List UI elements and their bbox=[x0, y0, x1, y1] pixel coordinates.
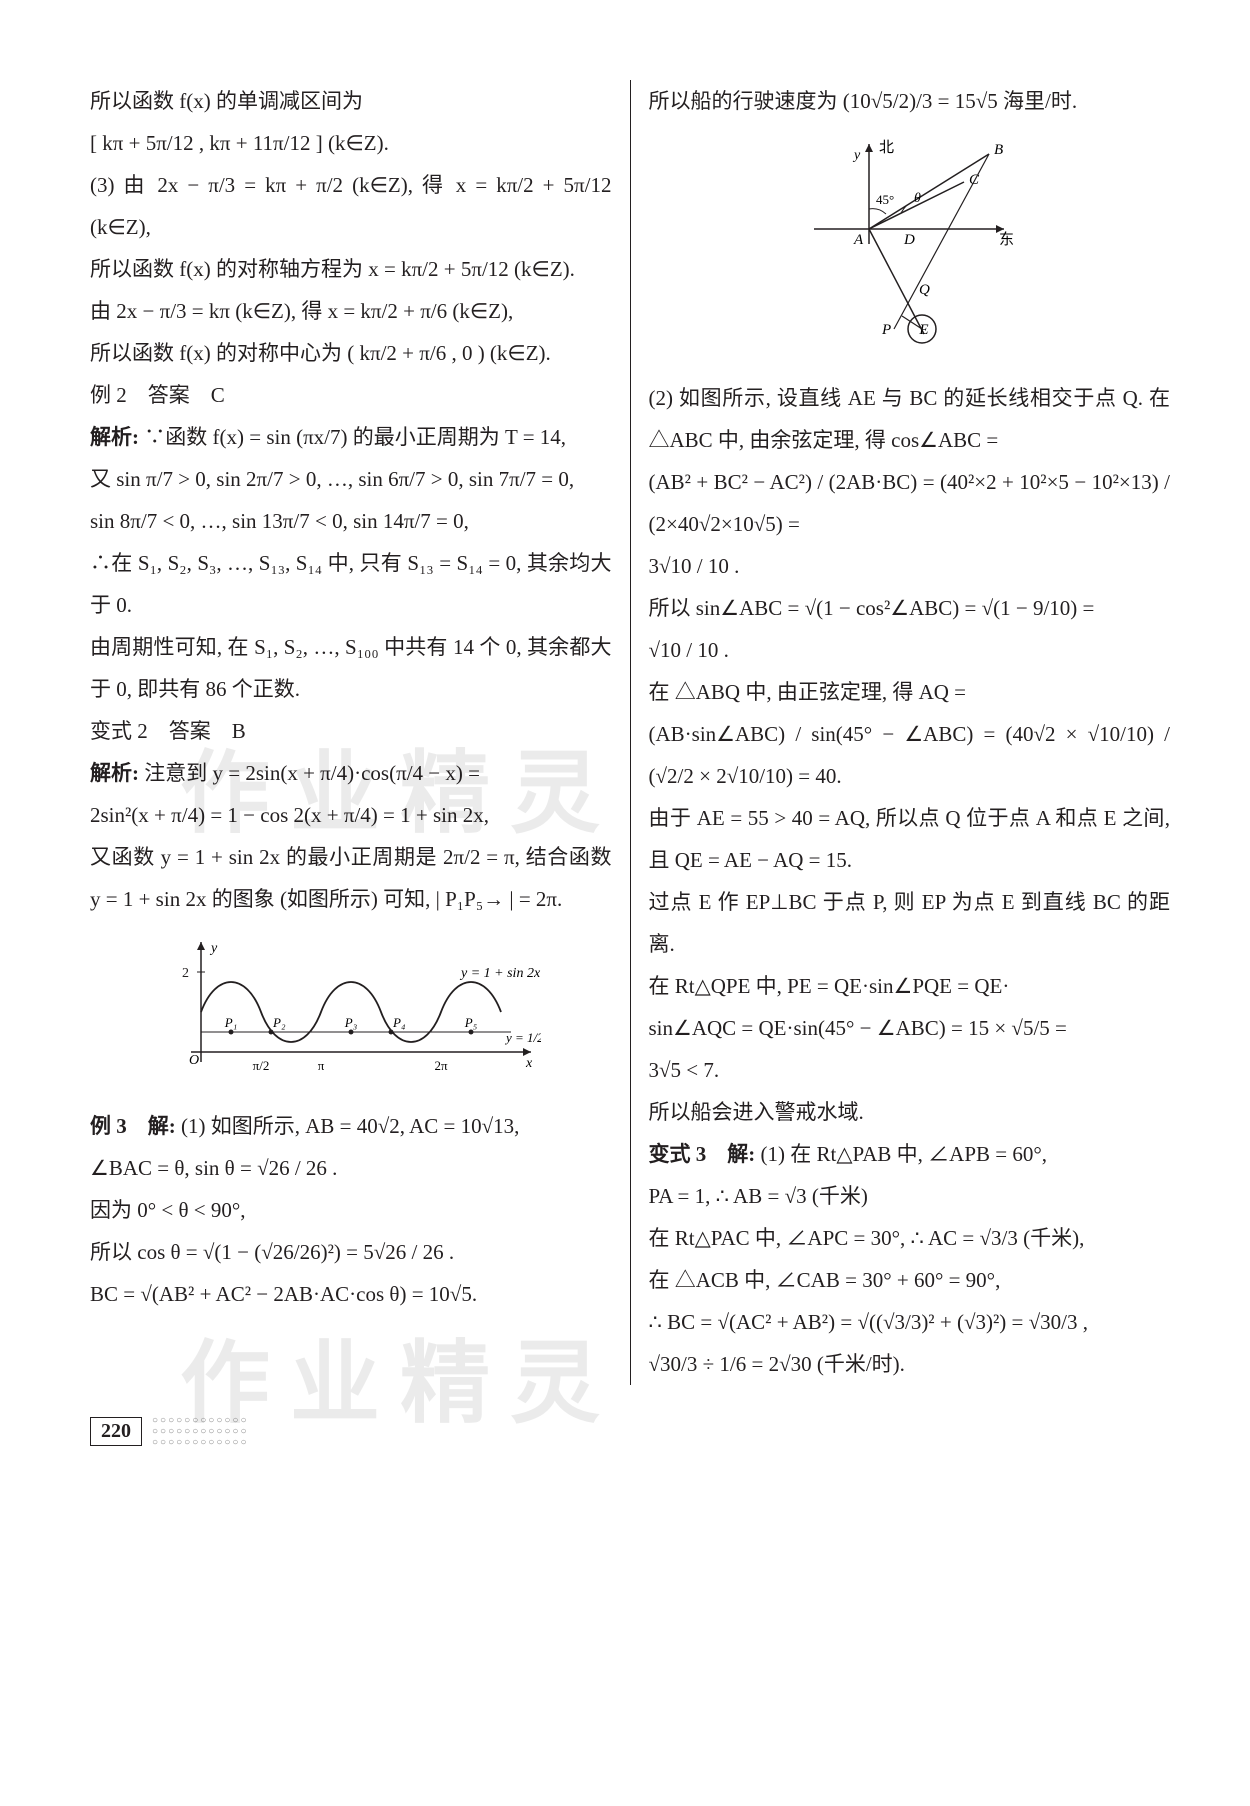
example-2-heading: 例 2 答案 C bbox=[90, 374, 612, 416]
text-line: 由 2x − π/3 = kπ (k∈Z), 得 x = kπ/2 + π/6 … bbox=[90, 290, 612, 332]
geometry-diagram: 北 东 y A B C D 45° bbox=[649, 134, 1171, 359]
angle-theta: θ bbox=[914, 191, 921, 206]
label-Q: Q bbox=[919, 282, 930, 298]
north-label: 北 bbox=[879, 139, 894, 156]
svg-text:2: 2 bbox=[182, 966, 189, 981]
text-line: 因为 0° < θ < 90°, bbox=[90, 1189, 612, 1231]
point-p1: P₁ bbox=[224, 1015, 237, 1030]
angle-45: 45° bbox=[876, 192, 894, 207]
right-column: 所以船的行驶速度为 (10√5/2)/3 = 15√5 海里/时. 北 东 y … bbox=[631, 80, 1171, 1385]
text-line: (AB·sin∠ABC) / sin(45° − ∠ABC) = (40√2 ×… bbox=[649, 713, 1171, 797]
text-line: 所以 sin∠ABC = √(1 − cos²∠ABC) = √(1 − 9/1… bbox=[649, 587, 1171, 629]
label-E: E bbox=[919, 322, 929, 338]
svg-text:y: y bbox=[852, 148, 861, 163]
svg-text:x: x bbox=[525, 1056, 533, 1071]
text-line: 又函数 y = 1 + sin 2x 的最小正周期是 2π/2 = π, 结合函… bbox=[90, 836, 612, 920]
text-span: 注意到 y = 2sin(x + π/4)·cos(π/4 − x) = bbox=[139, 761, 480, 785]
text-line: 所以 cos θ = √(1 − (√26/26)²) = 5√26 / 26 … bbox=[90, 1231, 612, 1273]
text-line: PA = 1, ∴ AB = √3 (千米) bbox=[649, 1175, 1171, 1217]
text-line: 所以函数 f(x) 的单调减区间为 bbox=[90, 80, 612, 122]
label-A: A bbox=[853, 232, 864, 248]
text-line: 2sin²(x + π/4) = 1 − cos 2(x + π/4) = 1 … bbox=[90, 794, 612, 836]
east-label: 东 bbox=[999, 231, 1014, 248]
text-line: 所以函数 f(x) 的对称轴方程为 x = kπ/2 + 5π/12 (k∈Z)… bbox=[90, 248, 612, 290]
curve-label: y = 1 + sin 2x bbox=[459, 966, 541, 981]
xtick: 2π bbox=[434, 1058, 448, 1073]
text-line: 3√10 / 10 . bbox=[649, 545, 1171, 587]
analysis-label: 解析: bbox=[90, 761, 139, 785]
label-B: B bbox=[994, 142, 1003, 158]
variant-3-label: 变式 3 解: bbox=[649, 1142, 756, 1166]
text-line: [ kπ + 5π/12 , kπ + 11π/12 ] (k∈Z). bbox=[90, 122, 612, 164]
variant-2-heading: 变式 2 答案 B bbox=[90, 710, 612, 752]
text-line: (3) 由 2x − π/3 = kπ + π/2 (k∈Z), 得 x = k… bbox=[90, 164, 612, 248]
text-line: 由于 AE = 55 > 40 = AQ, 所以点 Q 位于点 A 和点 E 之… bbox=[649, 797, 1171, 881]
text-line: 变式 3 解: (1) 在 Rt△PAB 中, ∠APB = 60°, bbox=[649, 1133, 1171, 1175]
example-3-label: 例 3 解: bbox=[90, 1114, 176, 1138]
text-line: 在 △ABQ 中, 由正弦定理, 得 AQ = bbox=[649, 671, 1171, 713]
text-line: ∴在 S₁, S₂, S₃, …, S₁₃, S₁₄ 中, 只有 S₁₃ = S… bbox=[90, 542, 612, 626]
text-line: 例 3 解: (1) 如图所示, AB = 40√2, AC = 10√13, bbox=[90, 1105, 612, 1147]
footer-dots-icon: ○○○○○○○○○○○○○○○○○○○○○○○○○○○○○○○○○○○○ bbox=[152, 1415, 248, 1448]
text-line: 在 Rt△QPE 中, PE = QE·sin∠PQE = QE· bbox=[649, 965, 1171, 1007]
text-line: 所以船的行驶速度为 (10√5/2)/3 = 15√5 海里/时. bbox=[649, 80, 1171, 122]
label-P: P bbox=[881, 322, 891, 338]
text-span: ∵函数 f(x) = sin (πx/7) 的最小正周期为 T = 14, bbox=[139, 425, 566, 449]
text-line: 解析: ∵函数 f(x) = sin (πx/7) 的最小正周期为 T = 14… bbox=[90, 416, 612, 458]
label-D: D bbox=[903, 232, 915, 248]
text-line: 在 Rt△PAC 中, ∠APC = 30°, ∴ AC = √3/3 (千米)… bbox=[649, 1217, 1171, 1259]
text-line: ∴ BC = √(AC² + AB²) = √((√3/3)² + (√3)²)… bbox=[649, 1301, 1171, 1343]
text-span: (1) 在 Rt△PAB 中, ∠APB = 60°, bbox=[755, 1142, 1047, 1166]
text-line: 由周期性可知, 在 S₁, S₂, …, S₁₀₀ 中共有 14 个 0, 其余… bbox=[90, 626, 612, 710]
text-line: BC = √(AB² + AC² − 2AB·AC·cos θ) = 10√5. bbox=[90, 1273, 612, 1315]
svg-text:O: O bbox=[189, 1053, 199, 1068]
text-line: ∠BAC = θ, sin θ = √26 / 26 . bbox=[90, 1147, 612, 1189]
text-line: 过点 E 作 EP⊥BC 于点 P, 则 EP 为点 E 到直线 BC 的距离. bbox=[649, 881, 1171, 965]
hline-label: y = 1/2 bbox=[504, 1030, 541, 1045]
page-footer: 220 ○○○○○○○○○○○○○○○○○○○○○○○○○○○○○○○○○○○○ bbox=[90, 1415, 1170, 1448]
text-line: 在 △ACB 中, ∠CAB = 30° + 60° = 90°, bbox=[649, 1259, 1171, 1301]
text-line: √10 / 10 . bbox=[649, 629, 1171, 671]
point-p4: P₄ bbox=[392, 1015, 406, 1030]
left-column: 所以函数 f(x) 的单调减区间为 [ kπ + 5π/12 , kπ + 11… bbox=[90, 80, 630, 1385]
text-line: √30/3 ÷ 1/6 = 2√30 (千米/时). bbox=[649, 1343, 1171, 1385]
point-p2: P₂ bbox=[272, 1015, 286, 1030]
point-p5: P₅ bbox=[464, 1015, 477, 1030]
text-line: sin∠AQC = QE·sin(45° − ∠ABC) = 15 × √5/5… bbox=[649, 1007, 1171, 1049]
text-line: 又 sin π/7 > 0, sin 2π/7 > 0, …, sin 6π/7… bbox=[90, 458, 612, 500]
svg-text:y: y bbox=[209, 941, 218, 956]
text-line: sin 8π/7 < 0, …, sin 13π/7 < 0, sin 14π/… bbox=[90, 500, 612, 542]
page-number: 220 bbox=[90, 1417, 142, 1446]
text-line: 解析: 注意到 y = 2sin(x + π/4)·cos(π/4 − x) = bbox=[90, 752, 612, 794]
text-line: 3√5 < 7. bbox=[649, 1049, 1171, 1091]
text-line: (2) 如图所示, 设直线 AE 与 BC 的延长线相交于点 Q. 在 △ABC… bbox=[649, 377, 1171, 461]
text-span: (1) 如图所示, AB = 40√2, AC = 10√13, bbox=[176, 1114, 520, 1138]
sine-graph: 2 P₁ P₂ P₃ P₄ P₅ bbox=[90, 932, 612, 1087]
text-line: 所以函数 f(x) 的对称中心为 ( kπ/2 + π/6 , 0 ) (k∈Z… bbox=[90, 332, 612, 374]
xtick: π bbox=[317, 1058, 324, 1073]
text-line: (AB² + BC² − AC²) / (2AB·BC) = (40²×2 + … bbox=[649, 461, 1171, 545]
analysis-label: 解析: bbox=[90, 425, 139, 449]
point-p3: P₃ bbox=[344, 1015, 357, 1030]
xtick: π/2 bbox=[252, 1058, 269, 1073]
text-line: 所以船会进入警戒水域. bbox=[649, 1091, 1171, 1133]
